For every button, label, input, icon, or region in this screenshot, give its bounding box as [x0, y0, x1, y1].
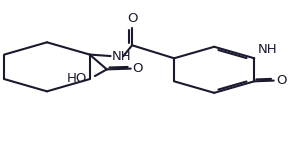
Text: NH: NH	[112, 50, 132, 63]
Text: O: O	[276, 74, 286, 87]
Text: NH: NH	[257, 43, 277, 56]
Text: O: O	[127, 12, 137, 25]
Text: HO: HO	[67, 72, 87, 85]
Text: O: O	[132, 62, 143, 75]
